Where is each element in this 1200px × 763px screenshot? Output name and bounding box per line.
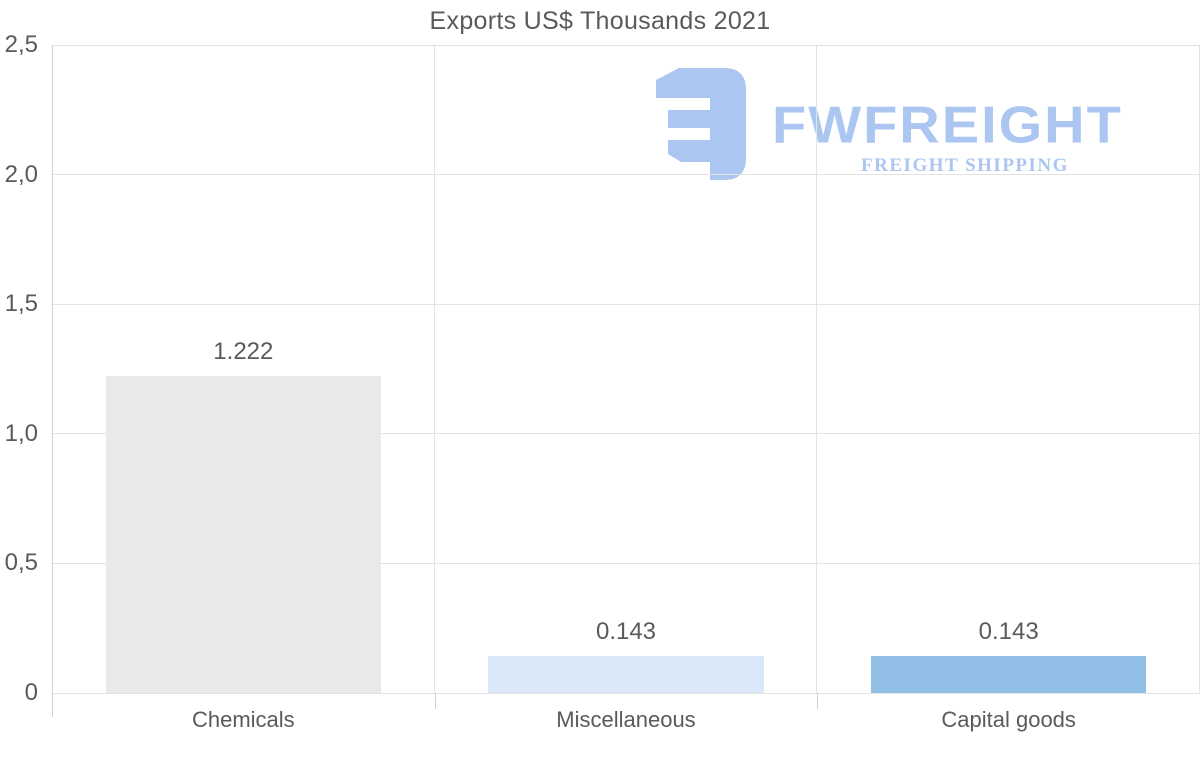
fwfreight-logo-wordmark: FWFREIGHT [772, 95, 1123, 154]
bar-miscellaneous [488, 655, 764, 693]
x-category-label-capital-goods: Capital goods [941, 707, 1076, 732]
h-gridline [52, 303, 1200, 305]
fwfreight-logo: FWFREIGHT FREIGHT SHIPPING [650, 62, 1160, 187]
fwfreight-logo-mark-icon [656, 68, 746, 180]
bar-chemicals [105, 376, 382, 693]
x-axis-tick [52, 693, 53, 717]
x-axis-tick [434, 693, 436, 709]
x-category-label-chemicals: Chemicals [191, 707, 295, 732]
bar-value-label-chemicals: 1.222 [213, 338, 274, 366]
h-gridline [52, 433, 1200, 435]
bar-capital-goods [870, 655, 1147, 693]
y-tick-label: 0 [24, 679, 38, 706]
h-gridline [52, 174, 1200, 176]
bar-value-label-miscellaneous: 0.143 [595, 617, 657, 645]
y-axis-line [52, 45, 53, 693]
bar-value-label-capital-goods: 0.143 [978, 617, 1039, 645]
h-gridline [52, 692, 1200, 694]
y-tick-label: 2,0 [4, 160, 38, 188]
v-gridline [433, 45, 435, 693]
y-tick-label: 2,5 [4, 31, 38, 58]
y-tick-label: 1,0 [4, 419, 38, 447]
y-tick-label: 0,5 [4, 549, 38, 577]
y-tick-label: 1,5 [4, 290, 38, 318]
h-gridline [52, 562, 1200, 564]
y-axis-labels: 0 0,5 1,0 1,5 2,0 2,5 [0, 31, 45, 706]
chart-title: Exports US$ Thousands 2021 [429, 7, 771, 35]
fwfreight-logo-tagline: FREIGHT SHIPPING [861, 155, 1069, 176]
v-gridline [816, 45, 818, 693]
x-axis-tick [817, 693, 819, 709]
x-category-label-miscellaneous: Miscellaneous [556, 707, 696, 732]
plot-area: 1.222 Chemicals 0.143 Miscellaneous 0.143 Cap… [52, 44, 1200, 732]
h-gridline [52, 44, 1200, 46]
